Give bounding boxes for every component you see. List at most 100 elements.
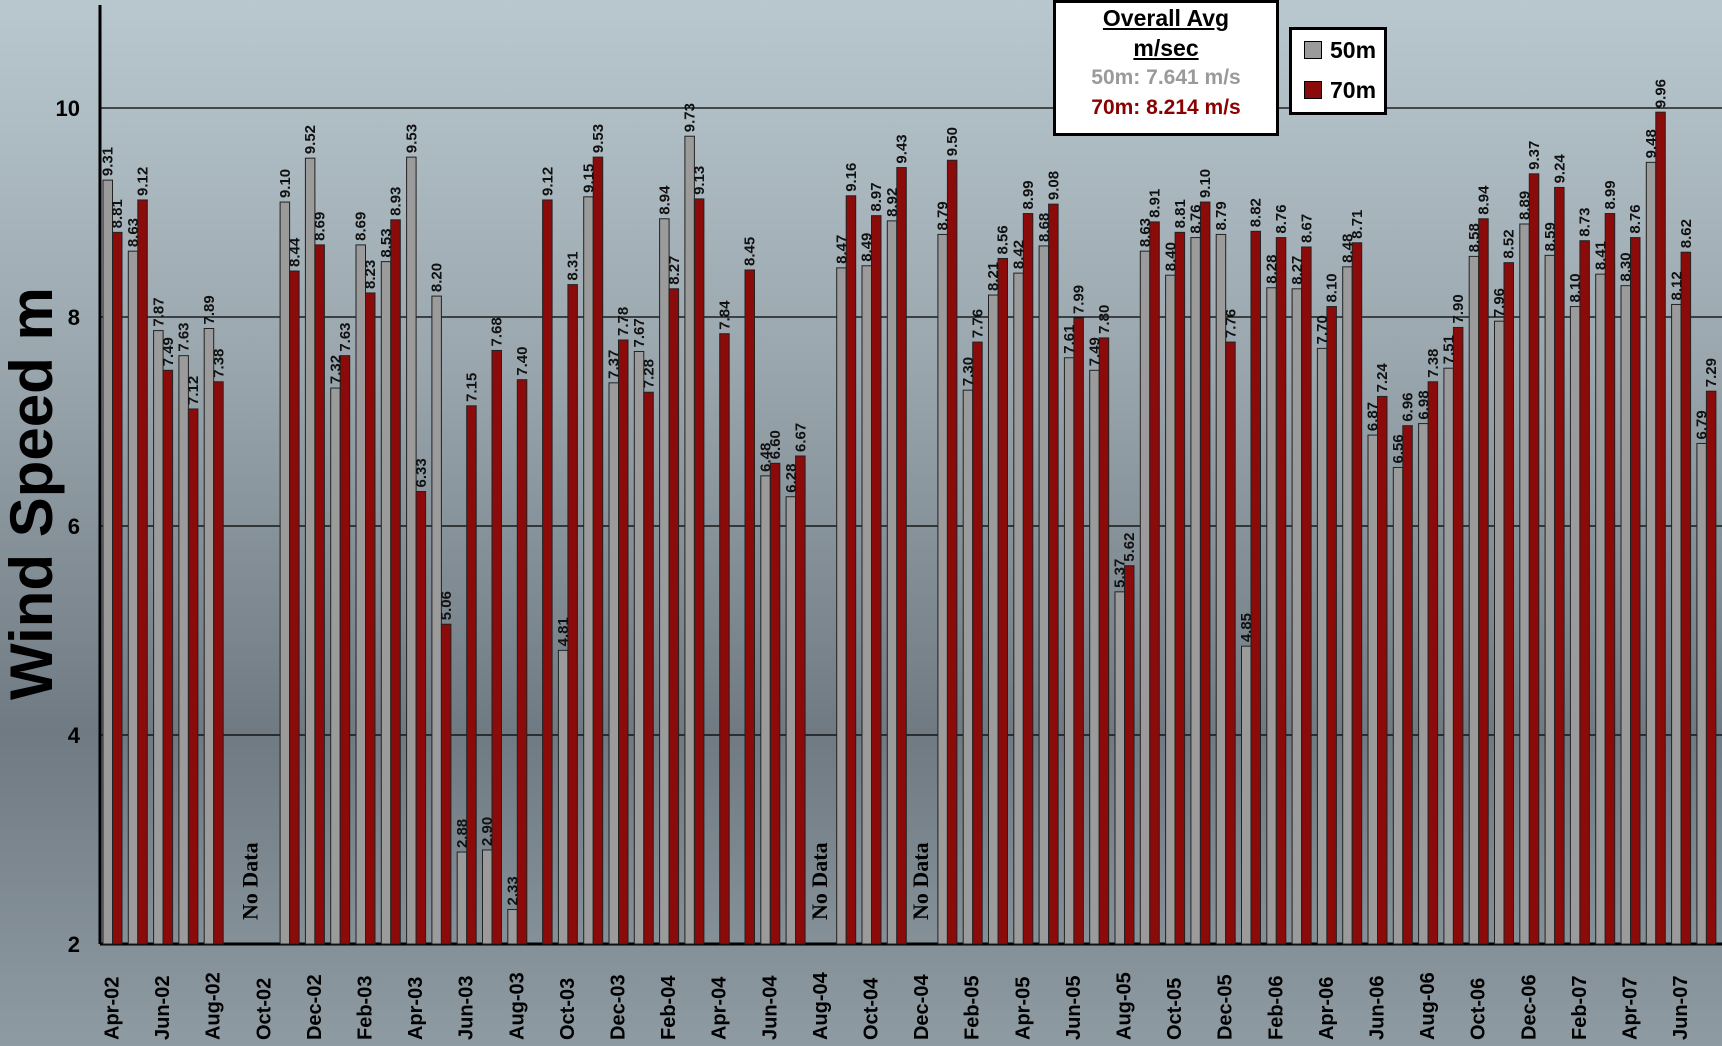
data-label-70m: 5.62 bbox=[1121, 533, 1138, 562]
data-label-70m: 9.43 bbox=[894, 134, 911, 163]
bar-70m bbox=[1655, 111, 1666, 945]
x-tick-label: Jun-02 bbox=[152, 976, 174, 1040]
bar-50m bbox=[1241, 645, 1252, 945]
bar-70m bbox=[213, 381, 224, 945]
bar-70m bbox=[390, 219, 401, 945]
bar-70m bbox=[1402, 425, 1413, 945]
bar-50m bbox=[1190, 237, 1201, 945]
bar-50m bbox=[1595, 273, 1606, 945]
data-label-50m: 8.58 bbox=[1466, 223, 1483, 252]
data-label-70m: 9.16 bbox=[843, 163, 860, 192]
bar-70m bbox=[1124, 565, 1135, 945]
bar-70m bbox=[1199, 201, 1211, 945]
data-label-70m: 6.33 bbox=[413, 458, 430, 487]
y-tick-label: 6 bbox=[68, 514, 80, 539]
bar-70m bbox=[440, 623, 452, 945]
bar-50m bbox=[330, 387, 341, 945]
data-label-70m: 7.76 bbox=[969, 309, 986, 338]
data-label-50m: 8.28 bbox=[1264, 255, 1281, 284]
bar-50m bbox=[1342, 266, 1353, 945]
bar-70m bbox=[1630, 237, 1641, 945]
data-label-50m: 8.94 bbox=[656, 185, 673, 215]
bar-50m bbox=[1063, 357, 1075, 945]
bar-70m bbox=[1275, 237, 1287, 945]
x-tick-label: Oct-05 bbox=[1164, 978, 1186, 1040]
x-tick-label: Oct-03 bbox=[557, 978, 579, 1040]
x-tick-label: Jun-06 bbox=[1367, 976, 1389, 1040]
data-label-70m: 8.82 bbox=[1248, 198, 1265, 227]
x-ticks: Apr-02 Jun-02 Aug-02 Oct-02 Dec-02 Feb-03 Apr-… bbox=[102, 971, 1693, 1040]
bar-50m bbox=[1089, 369, 1100, 945]
legend-label-50m: 50m bbox=[1330, 36, 1377, 63]
data-label-70m: 7.24 bbox=[1374, 363, 1391, 393]
bar-50m bbox=[1266, 287, 1277, 945]
x-tick-label: Aug-02 bbox=[203, 972, 225, 1040]
bar-50m bbox=[1139, 250, 1151, 945]
x-tick-label: Jun-04 bbox=[759, 975, 781, 1040]
data-label-70m: 6.60 bbox=[767, 430, 784, 459]
data-label-50m: 8.53 bbox=[378, 228, 395, 257]
bar-50m bbox=[1569, 306, 1581, 945]
bar-50m bbox=[861, 265, 872, 945]
data-label-50m: 8.76 bbox=[1188, 204, 1205, 233]
legend: 50m 70m bbox=[1289, 27, 1387, 115]
bar-50m bbox=[684, 135, 695, 945]
avg-50m-value: 50m: 7.641 m/s bbox=[1091, 66, 1241, 89]
bar-50m bbox=[1215, 233, 1227, 945]
data-label-50m: 9.52 bbox=[302, 125, 319, 154]
bar-70m bbox=[365, 292, 376, 945]
data-label-70m: 8.99 bbox=[1602, 180, 1619, 209]
data-label-50m: 8.92 bbox=[884, 188, 901, 217]
bar-50m bbox=[836, 267, 847, 945]
bar-50m bbox=[178, 355, 189, 945]
data-label-50m: 8.21 bbox=[985, 262, 1002, 291]
legend-swatch-50m bbox=[1304, 41, 1322, 59]
bar-50m bbox=[380, 261, 392, 945]
data-label-70m: 8.31 bbox=[565, 251, 582, 280]
bar-70m bbox=[339, 355, 351, 945]
data-label-50m: 8.20 bbox=[429, 263, 446, 292]
x-tick-label: Feb-04 bbox=[658, 975, 680, 1040]
data-label-50m: 6.87 bbox=[1365, 402, 1382, 431]
bar-70m bbox=[1528, 173, 1540, 945]
y-ticks: 2 4 6 8 10 bbox=[56, 96, 81, 957]
data-label-50m: 7.37 bbox=[606, 350, 623, 379]
bar-70m bbox=[1452, 326, 1464, 945]
data-label-50m: 7.67 bbox=[631, 318, 648, 347]
overall-average-box: Overall Avg m/sec 50m: 7.641 m/s 70m: 8.… bbox=[1053, 0, 1279, 136]
data-label-70m: 7.90 bbox=[1450, 294, 1467, 323]
data-label-70m: 8.56 bbox=[995, 225, 1012, 254]
data-label-70m: 7.68 bbox=[489, 317, 506, 346]
bar-70m bbox=[896, 167, 907, 945]
data-label-70m: 8.73 bbox=[1577, 208, 1594, 237]
data-label-50m: 5.37 bbox=[1112, 559, 1129, 588]
x-tick-label: Feb-03 bbox=[355, 976, 377, 1040]
bar-70m bbox=[516, 379, 528, 945]
data-label-50m: 7.87 bbox=[150, 297, 167, 326]
bar-70m bbox=[542, 199, 553, 945]
bar-50m bbox=[633, 350, 645, 945]
bar-50m bbox=[608, 382, 619, 945]
bar-70m bbox=[162, 369, 174, 945]
bar-70m bbox=[946, 159, 958, 945]
x-tick-label: Apr-02 bbox=[102, 977, 124, 1040]
x-tick-label: Oct-06 bbox=[1468, 978, 1490, 1040]
bar-70m bbox=[1225, 341, 1236, 945]
bar-50m bbox=[203, 327, 215, 945]
bar-50m bbox=[1443, 367, 1454, 945]
data-label-70m: 9.08 bbox=[1045, 171, 1062, 200]
bar-50m bbox=[431, 295, 442, 945]
bar-70m bbox=[1098, 337, 1110, 945]
bar-70m bbox=[668, 288, 680, 945]
no-data-label: No Data bbox=[908, 842, 933, 920]
legend-swatch-70m bbox=[1304, 81, 1322, 99]
data-label-70m: 8.45 bbox=[742, 237, 759, 266]
data-label-70m: 9.37 bbox=[1526, 141, 1543, 170]
bar-50m bbox=[962, 389, 974, 945]
data-label-70m: 7.12 bbox=[185, 376, 202, 405]
bar-70m bbox=[567, 284, 578, 945]
y-tick-label: 4 bbox=[68, 723, 81, 748]
data-label-70m: 7.63 bbox=[337, 322, 354, 351]
bar-70m bbox=[1377, 395, 1388, 945]
